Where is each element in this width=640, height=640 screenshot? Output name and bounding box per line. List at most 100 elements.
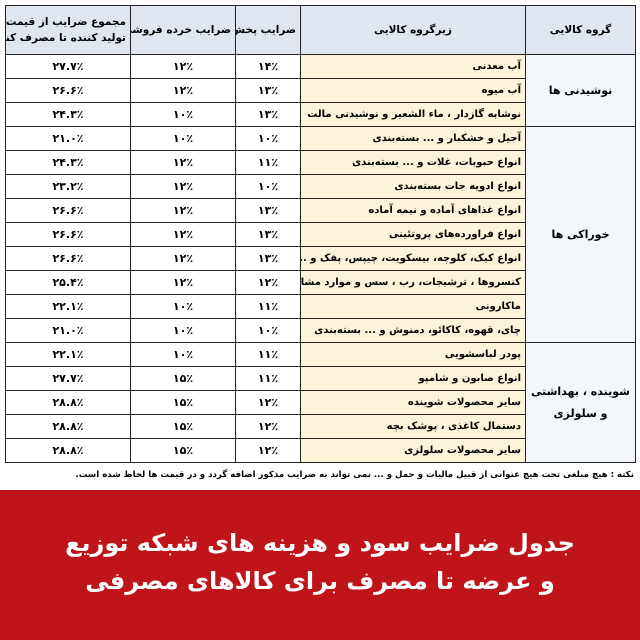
value-cell: ۱۲٪ bbox=[130, 270, 236, 295]
subgroup-cell: نوشابه گازدار ، ماء الشعیر و نوشیدنی مال… bbox=[300, 102, 526, 127]
value-cell: ۲۷.۷٪ bbox=[5, 366, 131, 391]
value-cell: ۱۰٪ bbox=[130, 102, 236, 127]
subgroup-cell: کنسروها ، ترشیجات، رب ، سس و موارد مشابه bbox=[300, 270, 526, 295]
table-row: خوراکی ها آجیل و خشکبار و ... بسته‌بندی ۱۰… bbox=[5, 126, 636, 343]
value-cell: ۱۰٪ bbox=[130, 294, 236, 319]
column-header: گروه کالایی bbox=[525, 5, 636, 55]
title-line: و عرضه تا مصرف برای کالاهای مصرفی bbox=[85, 567, 555, 595]
table-row: آب میوه ۱۳٪ ۱۲٪ ۲۶.۶٪ bbox=[5, 78, 636, 103]
value-cell: ۲۸.۸٪ bbox=[5, 390, 131, 415]
value-cell: ۱۲٪ bbox=[130, 78, 236, 103]
value-cell: ۱۲٪ bbox=[235, 438, 301, 463]
value-cell: ۱۱٪ bbox=[235, 294, 301, 319]
subgroup-cell: پودر لباسشویی bbox=[300, 342, 526, 367]
title-line: جدول ضرایب سود و هزینه های شبکه توزیع bbox=[65, 529, 575, 557]
table-row: انواع ادویه جات بسته‌بندی ۱۰٪ ۱۲٪ ۲۳.۲٪ bbox=[5, 174, 636, 199]
value-cell: ۱۲٪ bbox=[235, 414, 301, 439]
table-row: ماکارونی ۱۱٪ ۱۰٪ ۲۲.۱٪ bbox=[5, 294, 636, 319]
table-row: انواع فراورده‌های پروتئینی ۱۳٪ ۱۲٪ ۲۶.۶٪ bbox=[5, 222, 636, 247]
subgroup-cell: دستمال کاغذی ، پوشک بچه bbox=[300, 414, 526, 439]
value-cell: ۱۲٪ bbox=[130, 150, 236, 175]
group-label: و سلولزی bbox=[553, 406, 608, 420]
group-label: خوراکی ها bbox=[551, 227, 610, 241]
group-cell: خوراکی ها bbox=[525, 126, 636, 343]
value-cell: ۲۳.۲٪ bbox=[5, 174, 131, 199]
value-cell: ۱۲٪ bbox=[235, 390, 301, 415]
value-cell: ۲۴.۳٪ bbox=[5, 150, 131, 175]
table-row: سایر محصولات شوینده ۱۲٪ ۱۵٪ ۲۸.۸٪ bbox=[5, 390, 636, 415]
subgroup-cell: ماکارونی bbox=[300, 294, 526, 319]
note: نکته : هیچ مبلغی تحت هیچ عنوانی از قبیل … bbox=[75, 470, 634, 480]
value-cell: ۱۱٪ bbox=[235, 150, 301, 175]
value-cell: ۱۱٪ bbox=[235, 342, 301, 367]
value-cell: ۲۲.۱٪ bbox=[5, 342, 131, 367]
value-cell: ۱۳٪ bbox=[235, 246, 301, 271]
group-cell: نوشیدنی ها bbox=[525, 54, 636, 127]
value-cell: ۲۷.۷٪ bbox=[5, 54, 131, 79]
value-cell: ۲۶.۶٪ bbox=[5, 78, 131, 103]
value-cell: ۱۰٪ bbox=[130, 342, 236, 367]
subgroup-cell: آجیل و خشکبار و ... بسته‌بندی bbox=[300, 126, 526, 151]
value-cell: ۲۸.۸٪ bbox=[5, 438, 131, 463]
subgroup-cell: انواع ادویه جات بسته‌بندی bbox=[300, 174, 526, 199]
value-cell: ۱۵٪ bbox=[130, 414, 236, 439]
column-header: زیرگروه کالایی bbox=[300, 5, 526, 55]
value-cell: ۲۴.۳٪ bbox=[5, 102, 131, 127]
table-row: چای، قهوه، کاکائو، دمنوش و ... بسته‌بندی… bbox=[5, 318, 636, 343]
value-cell: ۲۶.۶٪ bbox=[5, 222, 131, 247]
value-cell: ۱۰٪ bbox=[235, 318, 301, 343]
subgroup-cell: انواع کیک، کلوچه، بیسکویت، چیپس، پفک و .… bbox=[300, 246, 526, 271]
subgroup-cell: آب میوه bbox=[300, 78, 526, 103]
header-line: تولید کننده تا مصرف کننده bbox=[5, 32, 127, 44]
value-cell: ۱۲٪ bbox=[130, 246, 236, 271]
group-label: نوشیدنی ها bbox=[548, 83, 613, 97]
value-cell: ۱۰٪ bbox=[235, 174, 301, 199]
subgroup-cell: چای، قهوه، کاکائو، دمنوش و ... بسته‌بندی bbox=[300, 318, 526, 343]
column-header: مجموع ضرایب از قیمت تولید کننده تا مصرف ک… bbox=[5, 5, 131, 55]
column-header: ضرایب پخش bbox=[235, 5, 301, 55]
coefficients-table: گروه کالایی زیرگروه کالایی ضرایب پخش ضرایب … bbox=[5, 5, 636, 463]
value-cell: ۱۱٪ bbox=[235, 366, 301, 391]
value-cell: ۱۵٪ bbox=[130, 366, 236, 391]
value-cell: ۲۵.۴٪ bbox=[5, 270, 131, 295]
value-cell: ۱۳٪ bbox=[235, 222, 301, 247]
value-cell: ۱۰٪ bbox=[130, 126, 236, 151]
header-line: مجموع ضرایب از قیمت bbox=[5, 16, 127, 28]
value-cell: ۱۲٪ bbox=[130, 54, 236, 79]
subgroup-cell: انواع حبوبات، غلات و ... بسته‌بندی bbox=[300, 150, 526, 175]
table-body: نوشیدنی ها آب معدنی ۱۴٪ ۱۲٪ ۲۷.۷٪ آب میوه ۱۳٪ ۱… bbox=[5, 54, 636, 463]
value-cell: ۲۱.۰٪ bbox=[5, 126, 131, 151]
value-cell: ۱۰٪ bbox=[235, 126, 301, 151]
value-cell: ۲۲.۱٪ bbox=[5, 294, 131, 319]
value-cell: ۱۲٪ bbox=[130, 222, 236, 247]
table-row: انواع کیک، کلوچه، بیسکویت، چیپس، پفک و .… bbox=[5, 246, 636, 271]
value-cell: ۱۲٪ bbox=[130, 198, 236, 223]
value-cell: ۱۳٪ bbox=[235, 198, 301, 223]
value-cell: ۲۱.۰٪ bbox=[5, 318, 131, 343]
value-cell: ۱۵٪ bbox=[130, 438, 236, 463]
header-row: گروه کالایی زیرگروه کالایی ضرایب پخش ضرایب … bbox=[5, 5, 636, 55]
value-cell: ۱۵٪ bbox=[130, 390, 236, 415]
table-row: نوشابه گازدار ، ماء الشعیر و نوشیدنی مال… bbox=[5, 102, 636, 127]
table-row: نوشیدنی ها آب معدنی ۱۴٪ ۱۲٪ ۲۷.۷٪ bbox=[5, 54, 636, 127]
table-row: انواع حبوبات، غلات و ... بسته‌بندی ۱۱٪ ۱۲٪… bbox=[5, 150, 636, 175]
value-cell: ۱۳٪ bbox=[235, 102, 301, 127]
value-cell: ۱۲٪ bbox=[130, 174, 236, 199]
subgroup-cell: سایر محصولات شوینده bbox=[300, 390, 526, 415]
table-row: کنسروها ، ترشیجات، رب ، سس و موارد مشابه… bbox=[5, 270, 636, 295]
table-row: انواع صابون و شامپو ۱۱٪ ۱۵٪ ۲۷.۷٪ bbox=[5, 366, 636, 391]
subgroup-cell: آب معدنی bbox=[300, 54, 526, 79]
value-cell: ۱۴٪ bbox=[235, 54, 301, 79]
group-label: شوینده ، بهداشتی bbox=[531, 384, 630, 398]
value-cell: ۱۰٪ bbox=[130, 318, 236, 343]
value-cell: ۲۶.۶٪ bbox=[5, 198, 131, 223]
table-row: سایر محصولات سلولزی ۱۲٪ ۱۵٪ ۲۸.۸٪ bbox=[5, 438, 636, 463]
subgroup-cell: سایر محصولات سلولزی bbox=[300, 438, 526, 463]
value-cell: ۲۸.۸٪ bbox=[5, 414, 131, 439]
table-row: شوینده ، بهداشتی و سلولزی پودر لباسشویی ۱۱٪… bbox=[5, 342, 636, 463]
subgroup-cell: انواع فراورده‌های پروتئینی bbox=[300, 222, 526, 247]
value-cell: ۱۳٪ bbox=[235, 78, 301, 103]
